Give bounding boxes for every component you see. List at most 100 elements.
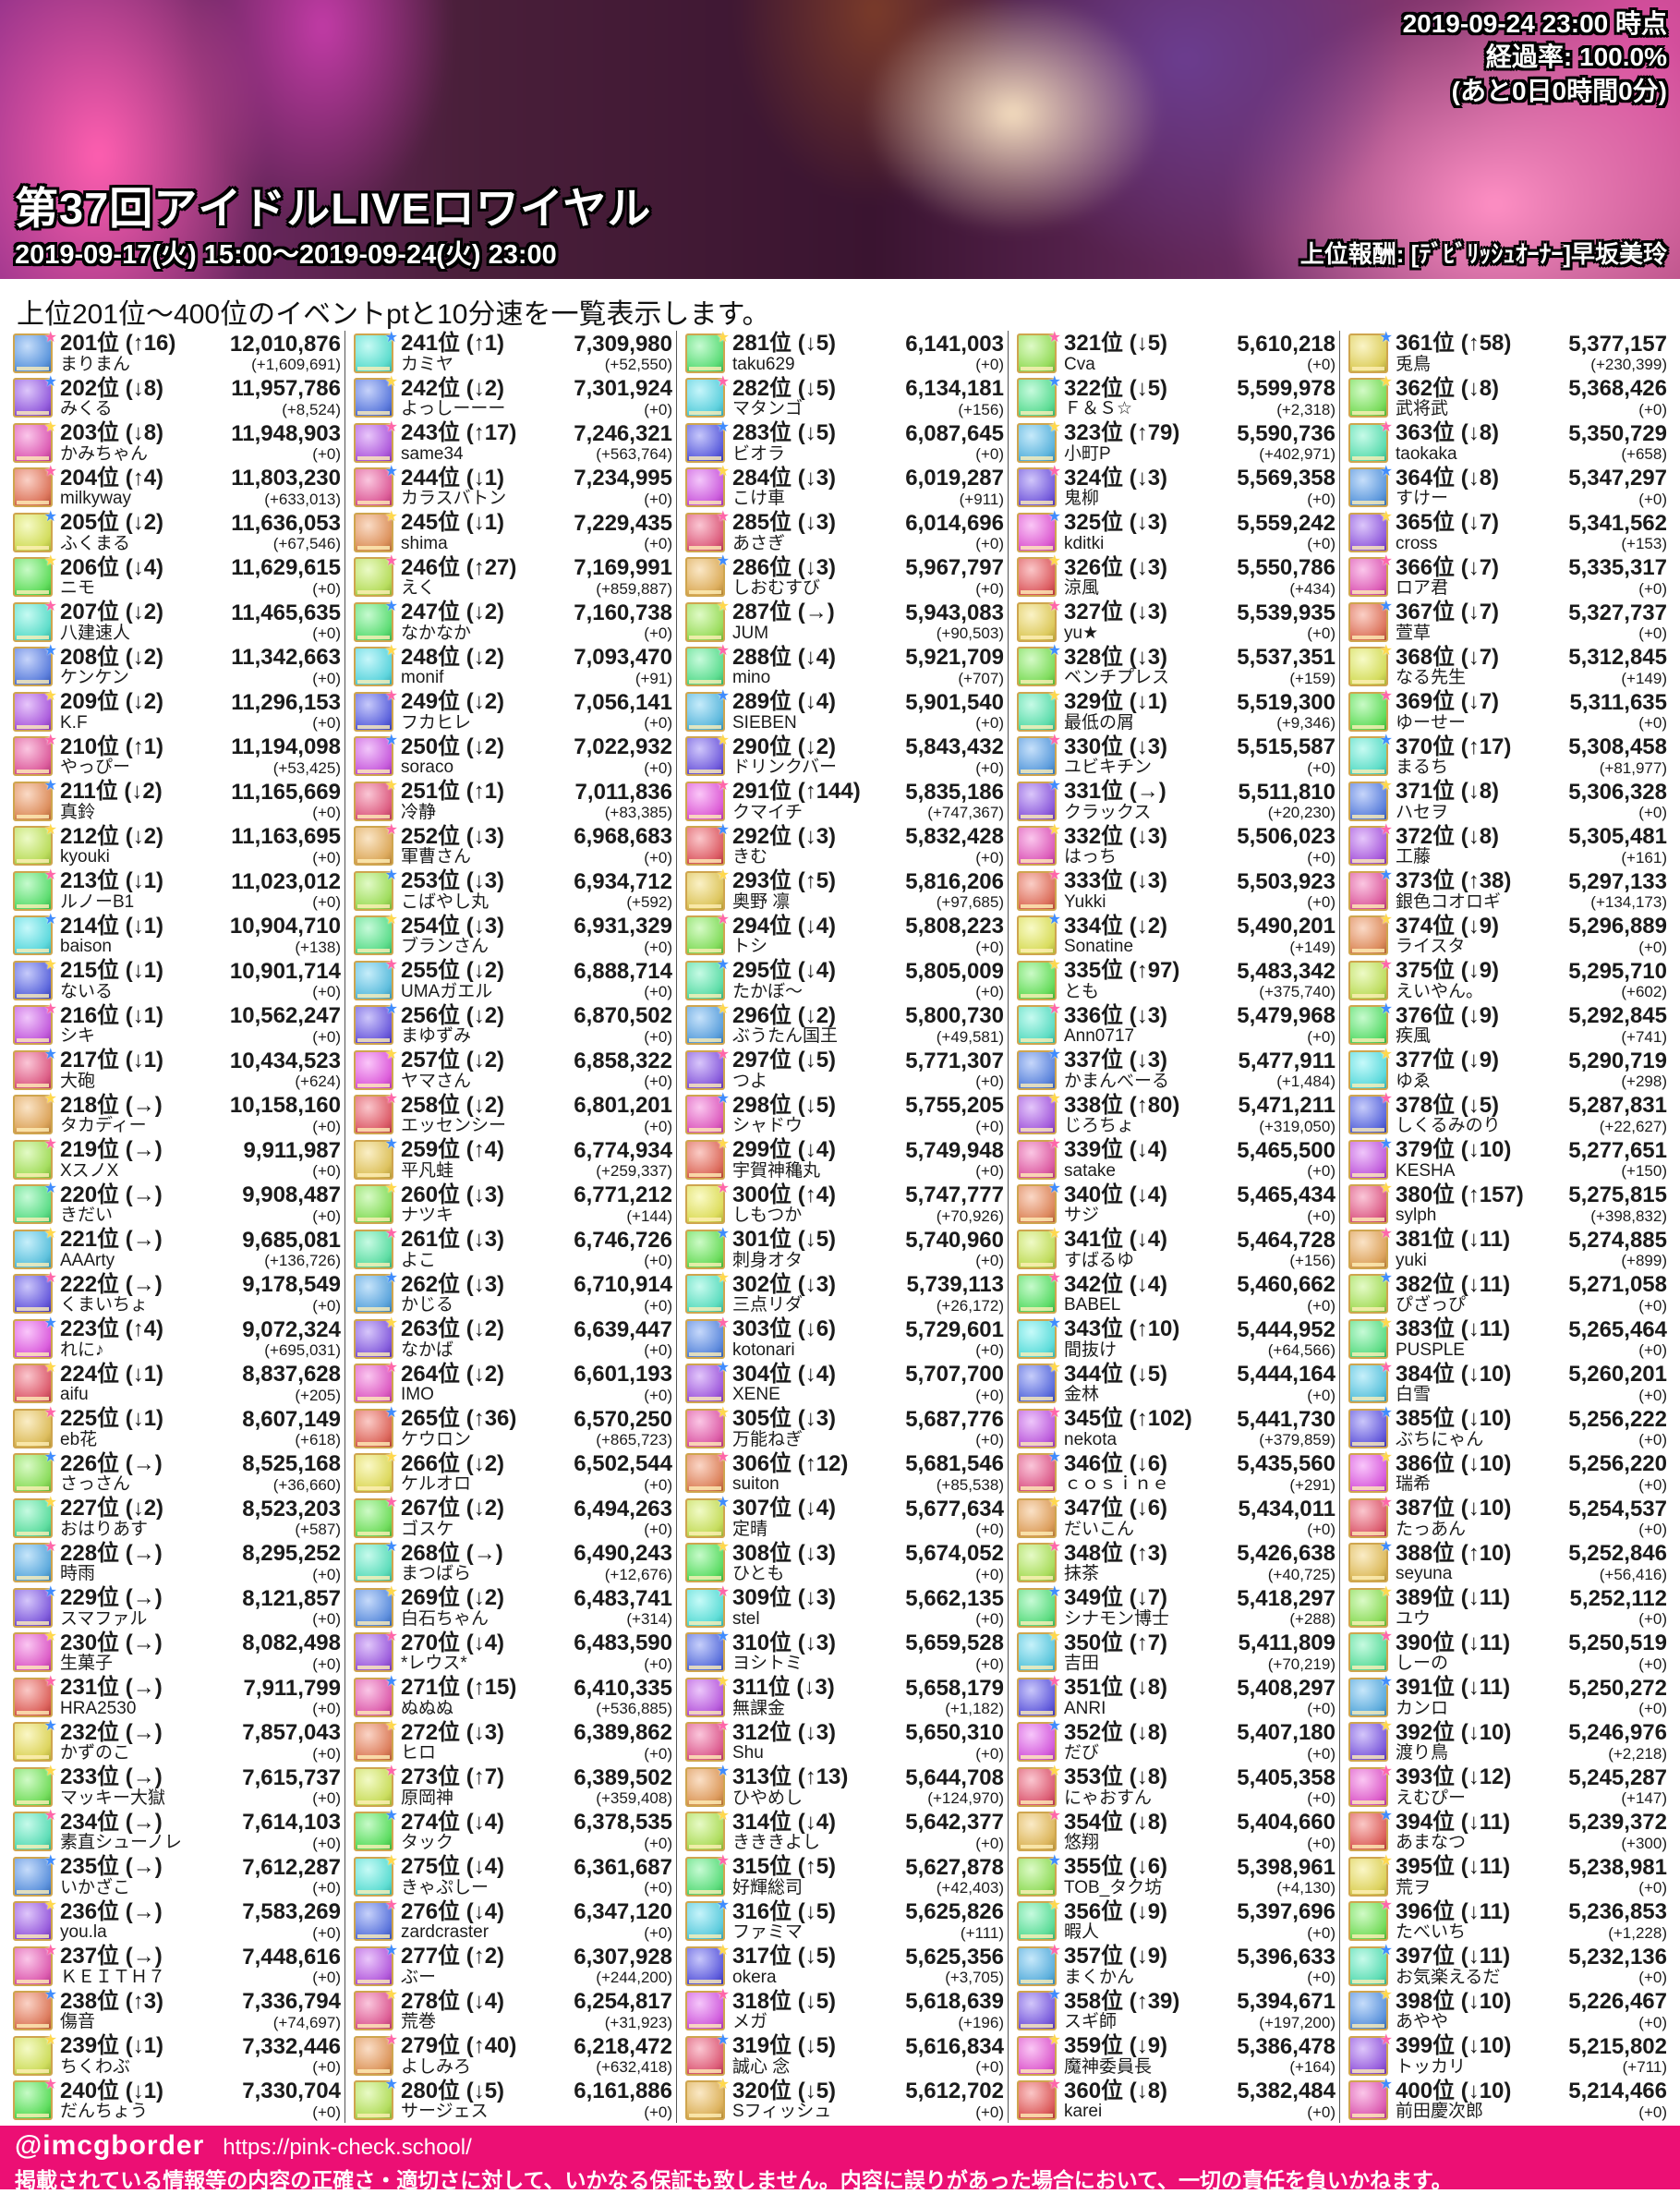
entry-score: 5,650,310 (+0)	[905, 1720, 1008, 1763]
idol-avatar: ★	[1017, 778, 1061, 821]
event-points: 5,308,458	[1568, 734, 1667, 760]
avatar-frame-decoration	[357, 859, 390, 864]
avatar-frame-decoration	[1021, 1218, 1053, 1222]
rarity-star-icon: ★	[384, 1360, 398, 1376]
ranking-row: ★ 340位 (↓4) サジ 5,465,434 (+0)	[1017, 1181, 1339, 1228]
entry-score: 11,165,669 (+0)	[231, 780, 344, 822]
entry-identity: 311位 (↓3) 無課金	[732, 1676, 835, 1718]
rank-and-movement: 265位 (↑36)	[401, 1406, 517, 1432]
rank-and-movement: 303位 (↓6)	[732, 1316, 837, 1342]
ten-minute-gain: (+91)	[635, 669, 672, 687]
avatar-frame-decoration	[357, 1979, 390, 1983]
entry-score: 5,444,164 (+0)	[1237, 1362, 1339, 1404]
rarity-star-icon: ★	[1047, 329, 1061, 345]
entry-identity: 294位 (↓4) トシ	[732, 914, 836, 957]
entry-identity: 381位 (↓11) yuki	[1396, 1228, 1510, 1270]
rank-and-movement: 400位 (↓10)	[1396, 2078, 1512, 2103]
avatar-frame-decoration	[1021, 635, 1053, 639]
ten-minute-gain: (+0)	[644, 1296, 672, 1315]
rank-and-movement: 301位 (↓5)	[732, 1227, 837, 1253]
avatar-frame-decoration	[689, 590, 721, 595]
idol-avatar: ★	[1348, 1764, 1393, 1807]
ten-minute-gain: (+4,130)	[1276, 1879, 1336, 1897]
ranking-row: ★ 295位 (↓4) たかぼ～ 5,805,009 (+0)	[685, 957, 1008, 1003]
ranking-row: ★ 303位 (↓6) kotonari 5,729,601 (+0)	[685, 1315, 1008, 1362]
idol-avatar: ★	[1348, 733, 1393, 777]
entry-identity: 202位 (↓8) みくる	[60, 376, 163, 419]
ranking-row: ★ 238位 (↑3) 傷音 7,336,794 (+74,697)	[13, 1987, 344, 2034]
event-points: 11,948,903	[231, 420, 341, 446]
ten-minute-gain: (+0)	[1307, 758, 1336, 777]
ten-minute-gain: (+0)	[312, 1744, 341, 1763]
idol-avatar: ★	[1348, 1226, 1393, 1269]
event-points: 5,642,377	[905, 1810, 1004, 1836]
player-name: ＫＥＩＴＨ７	[60, 1967, 166, 1987]
entry-score: 6,570,250 (+865,723)	[574, 1407, 676, 1449]
player-name: あやや	[1396, 2012, 1449, 2032]
rank-and-movement: 348位 (↑3)	[1064, 1540, 1168, 1566]
rank-and-movement: 324位 (↓3)	[1064, 465, 1168, 491]
ranking-row: ★ 249位 (↓2) フカヒレ 7,056,141 (+0)	[354, 688, 676, 734]
entry-score: 5,418,297 (+288)	[1237, 1586, 1339, 1629]
entry-score: 5,277,651 (+150)	[1568, 1138, 1671, 1181]
event-points: 10,562,247	[229, 1003, 341, 1029]
ranking-row: ★ 325位 (↓3) kditki 5,559,242 (+0)	[1017, 509, 1339, 555]
idol-avatar: ★	[1348, 553, 1393, 598]
event-points: 5,674,052	[905, 1541, 1004, 1567]
idol-avatar: ★	[1017, 1405, 1061, 1449]
entry-identity: 219位 (→) XスノX	[60, 1138, 163, 1181]
entry-score: 7,614,103 (+0)	[242, 1810, 344, 1852]
ranking-row: ★ 387位 (↓10) たっあん 5,254,537 (+0)	[1348, 1495, 1671, 1541]
player-name: baison	[60, 937, 112, 957]
ten-minute-gain: (+0)	[1307, 1521, 1336, 1539]
rarity-star-icon: ★	[384, 1763, 398, 1779]
event-points: 9,178,549	[242, 1272, 341, 1298]
ten-minute-gain: (+695,031)	[264, 1341, 341, 1360]
site-url-link[interactable]: https://pink-check.school/	[223, 2135, 472, 2160]
ten-minute-gain: (+375,740)	[1259, 983, 1336, 1001]
avatar-frame-decoration	[1021, 1800, 1053, 1804]
avatar-frame-decoration	[1352, 1755, 1384, 1760]
ranking-row: ★ 308位 (↓3) ひとも 5,674,052 (+0)	[685, 1539, 1008, 1586]
ten-minute-gain: (+136,726)	[264, 1252, 341, 1270]
rank-and-movement: 266位 (↓2)	[401, 1450, 505, 1476]
event-points: 5,394,671	[1237, 1989, 1336, 2015]
rarity-star-icon: ★	[716, 1270, 730, 1287]
player-name: 真鈴	[60, 802, 96, 822]
player-name: 無課金	[732, 1698, 786, 1718]
ten-minute-gain: (+0)	[1307, 490, 1336, 508]
ranking-row: ★ 286位 (↓3) しおむすび 5,967,797 (+0)	[685, 553, 1008, 600]
player-name: shima	[401, 533, 448, 553]
event-points: 7,309,980	[574, 331, 672, 357]
entry-score: 7,583,269 (+0)	[242, 1899, 344, 1942]
ranking-row: ★ 348位 (↑3) 抹茶 5,426,638 (+40,725)	[1017, 1539, 1339, 1586]
player-name: 平凡蛙	[401, 1160, 454, 1181]
ten-minute-gain: (+0)	[644, 1655, 672, 1673]
event-points: 5,398,961	[1237, 1854, 1336, 1880]
rank-and-movement: 261位 (↓3)	[401, 1227, 505, 1253]
ranking-row: ★ 326位 (↓3) 涼風 5,550,786 (+434)	[1017, 553, 1339, 600]
event-points: 6,801,201	[574, 1093, 672, 1119]
event-points: 7,011,836	[574, 779, 672, 805]
rarity-star-icon: ★	[1379, 1942, 1393, 1958]
ranking-row: ★ 352位 (↓8) だび 5,407,180 (+0)	[1017, 1718, 1339, 1765]
idol-avatar: ★	[685, 1270, 730, 1315]
avatar-frame-decoration	[1352, 814, 1384, 818]
rank-and-movement: 204位 (↑4)	[60, 465, 164, 491]
ten-minute-gain: (+0)	[975, 1655, 1004, 1673]
entry-score: 5,618,639 (+196)	[905, 1989, 1008, 2031]
entry-score: 7,022,932 (+0)	[574, 734, 676, 777]
ten-minute-gain: (+0)	[1638, 714, 1667, 733]
player-name: タカディー	[60, 1116, 147, 1136]
player-name: seyuna	[1396, 1564, 1453, 1584]
rank-and-movement: 285位 (↓3)	[732, 510, 837, 536]
rank-and-movement: 218位 (→)	[60, 1092, 163, 1118]
event-points: 11,957,786	[231, 376, 341, 402]
avatar-frame-decoration	[1021, 770, 1053, 774]
rank-and-movement: 351位 (↓8)	[1064, 1675, 1168, 1701]
rarity-star-icon: ★	[1379, 1001, 1393, 1018]
idol-avatar: ★	[13, 2032, 57, 2076]
ranking-row: ★ 363位 (↓8) taokaka 5,350,729 (+658)	[1348, 419, 1671, 466]
avatar-frame-decoration	[1352, 903, 1384, 908]
rarity-star-icon: ★	[716, 598, 730, 614]
